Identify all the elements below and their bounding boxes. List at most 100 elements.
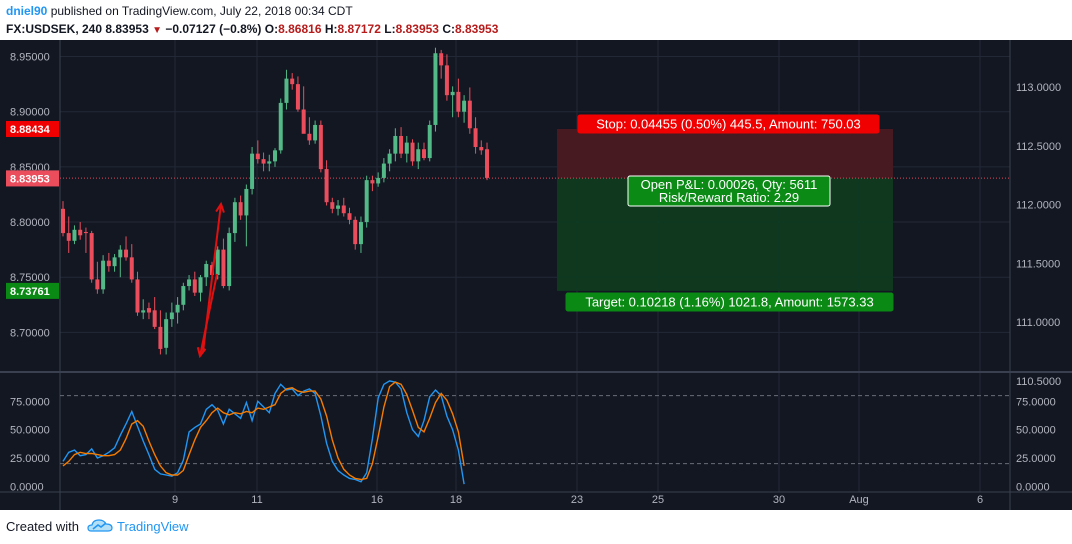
candle-up bbox=[387, 153, 392, 164]
right-axis-tick: 112.0000 bbox=[1016, 200, 1061, 212]
chart-background bbox=[0, 40, 1072, 510]
created-with-text: Created with bbox=[6, 519, 79, 534]
candle-up bbox=[393, 135, 398, 154]
candle-up bbox=[175, 304, 180, 313]
close-label: C: bbox=[442, 22, 455, 36]
price-badge-stop bbox=[6, 120, 59, 137]
candle-down bbox=[146, 308, 151, 313]
candle-up bbox=[232, 202, 237, 234]
tradingview-brand-link[interactable]: TradingView bbox=[117, 519, 189, 534]
candle-up bbox=[72, 229, 77, 241]
candle-up bbox=[198, 277, 203, 293]
footer: Created with TradingView bbox=[0, 510, 1072, 544]
candle-down bbox=[399, 135, 404, 154]
price-badge-label: 8.73761 bbox=[10, 286, 50, 298]
candle-up bbox=[169, 312, 174, 320]
candle-up bbox=[450, 91, 455, 96]
stoch-left-tick: 0.0000 bbox=[10, 481, 44, 493]
drawn-arrow-head bbox=[196, 347, 207, 359]
candle-up bbox=[187, 279, 192, 287]
candle-down bbox=[456, 91, 461, 112]
candle-down bbox=[89, 233, 94, 280]
candle-down bbox=[341, 205, 346, 214]
stoch-left-tick: 25.0000 bbox=[10, 453, 50, 465]
candle-up bbox=[364, 180, 369, 223]
stoch-d-line bbox=[62, 381, 465, 481]
candle-down bbox=[370, 180, 375, 184]
candle-down bbox=[135, 279, 140, 313]
low-value: 8.83953 bbox=[395, 22, 439, 36]
candle-up bbox=[164, 319, 169, 348]
tradingview-cloud-icon[interactable] bbox=[87, 518, 113, 534]
candle-down bbox=[444, 65, 449, 96]
candle-up bbox=[227, 233, 232, 287]
candle-down bbox=[439, 53, 444, 66]
candle-down bbox=[238, 202, 243, 216]
candle-up bbox=[118, 249, 123, 258]
price-badge-label: 8.88434 bbox=[10, 124, 51, 136]
low-label: L: bbox=[384, 22, 396, 36]
candle-up bbox=[416, 149, 421, 162]
left-axis-tick: 8.70000 bbox=[10, 327, 50, 339]
candle-up bbox=[284, 78, 289, 103]
candle-down bbox=[192, 279, 197, 293]
candle-down bbox=[106, 260, 111, 267]
candle-down bbox=[66, 233, 71, 241]
x-axis-tick: 25 bbox=[652, 494, 664, 506]
candle-up bbox=[215, 249, 220, 276]
x-axis-tick: 30 bbox=[773, 494, 785, 506]
stop-label-box bbox=[577, 114, 880, 134]
x-axis-tick: 11 bbox=[251, 494, 262, 506]
high-label: H: bbox=[324, 22, 338, 36]
left-axis-tick: 8.75000 bbox=[10, 272, 50, 284]
symbol-label[interactable]: FX:USDSEK, 240 bbox=[6, 22, 103, 36]
candle-up bbox=[381, 163, 386, 178]
price-badge-last bbox=[6, 170, 59, 187]
pnl-label: Open P&L: 0.00026, Qty: 5611 bbox=[641, 177, 818, 192]
candle-up bbox=[433, 53, 438, 125]
x-axis-tick: 6 bbox=[977, 494, 983, 506]
candle-down bbox=[421, 149, 426, 159]
candle-down bbox=[261, 159, 266, 164]
right-axis-tick: 113.0000 bbox=[1016, 82, 1061, 94]
right-axis-tick: 111.5000 bbox=[1016, 258, 1060, 270]
stoch-right-tick: 75.0000 bbox=[1016, 396, 1056, 408]
candle-up bbox=[427, 124, 432, 159]
candle-up bbox=[462, 100, 467, 112]
candle-down bbox=[295, 84, 300, 110]
ohlc-line: FX:USDSEK, 240 8.83953 ▼ −0.07127 (−0.8%… bbox=[6, 22, 498, 36]
published-text: published on TradingView.com, July 22, 2… bbox=[50, 4, 353, 18]
candle-down bbox=[347, 213, 352, 220]
chart-canvas[interactable]: Stop: 0.04455 (0.50%) 445.5, Amount: 750… bbox=[0, 40, 1072, 510]
candle-down bbox=[61, 208, 65, 234]
candle-down bbox=[152, 310, 157, 327]
down-triangle-icon: ▼ bbox=[152, 25, 163, 36]
candle-up bbox=[404, 142, 409, 154]
risk-reward-label: Risk/Reward Ratio: 2.29 bbox=[659, 190, 799, 205]
stoch-left-tick: 50.0000 bbox=[10, 425, 50, 437]
price-badge-label: 8.83953 bbox=[10, 173, 50, 185]
author-link[interactable]: dniel90 bbox=[6, 4, 48, 18]
publish-line: dniel90 published on TradingView.com, Ju… bbox=[6, 4, 353, 18]
candle-down bbox=[410, 142, 415, 162]
candle-down bbox=[467, 100, 472, 129]
candle-up bbox=[250, 153, 255, 189]
stop-zone bbox=[557, 128, 893, 179]
left-axis-tick: 8.90000 bbox=[10, 107, 50, 119]
candle-up bbox=[376, 177, 381, 184]
candle-down bbox=[324, 169, 329, 203]
candle-down bbox=[330, 202, 335, 209]
x-axis-tick: 18 bbox=[450, 494, 462, 506]
stoch-right-tick: 50.0000 bbox=[1016, 425, 1056, 437]
stop-label: Stop: 0.04455 (0.50%) 445.5, Amount: 750… bbox=[596, 117, 861, 132]
candle-down bbox=[95, 279, 100, 290]
stoch-right-tick: 0.0000 bbox=[1016, 481, 1050, 493]
right-axis-tick: 110.5000 bbox=[1016, 376, 1061, 388]
open-value: 8.86816 bbox=[278, 22, 322, 36]
left-axis-tick: 8.80000 bbox=[10, 217, 50, 229]
candle-down bbox=[301, 109, 306, 134]
stoch-left-tick: 75.0000 bbox=[10, 396, 50, 408]
drawn-arrow-line bbox=[199, 273, 218, 357]
price-badge-target bbox=[6, 282, 59, 299]
candle-down bbox=[353, 219, 358, 245]
